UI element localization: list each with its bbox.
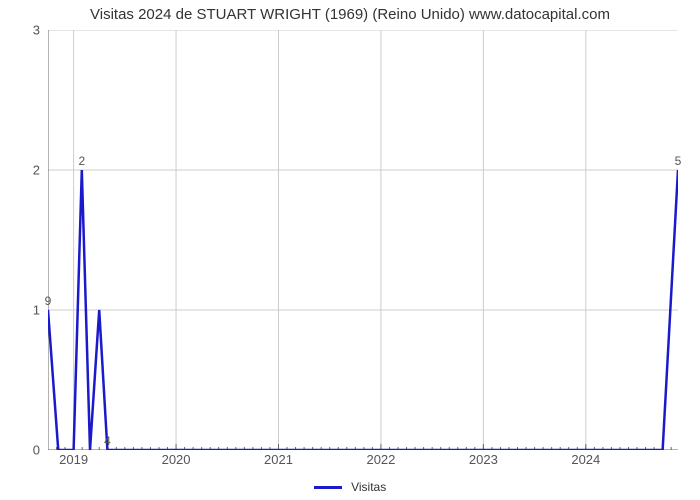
x-tick-label: 2019 <box>59 452 88 467</box>
y-tick-label: 3 <box>0 23 40 38</box>
y-axis-labels: 0123 <box>0 30 44 450</box>
x-axis-labels: 2019 2020 2021 2022 2023 2024 <box>48 450 678 470</box>
y-tick-label: 0 <box>0 443 40 458</box>
chart-title: Visitas 2024 de STUART WRIGHT (1969) (Re… <box>0 6 700 23</box>
x-tick-label: 2022 <box>366 452 395 467</box>
x-tick-label: 2020 <box>162 452 191 467</box>
x-tick-label: 2023 <box>469 452 498 467</box>
plot-svg <box>48 30 678 450</box>
y-tick-label: 2 <box>0 163 40 178</box>
legend-label: Visitas <box>351 480 386 494</box>
y-tick-label: 1 <box>0 303 40 318</box>
visits-line-chart: Visitas 2024 de STUART WRIGHT (1969) (Re… <box>0 0 700 500</box>
legend: Visitas <box>0 480 700 494</box>
x-tick-label: 2024 <box>571 452 600 467</box>
legend-swatch <box>314 486 342 489</box>
plot-area: 201920202021202220232024 9245 <box>48 30 678 450</box>
x-tick-label: 2021 <box>264 452 293 467</box>
